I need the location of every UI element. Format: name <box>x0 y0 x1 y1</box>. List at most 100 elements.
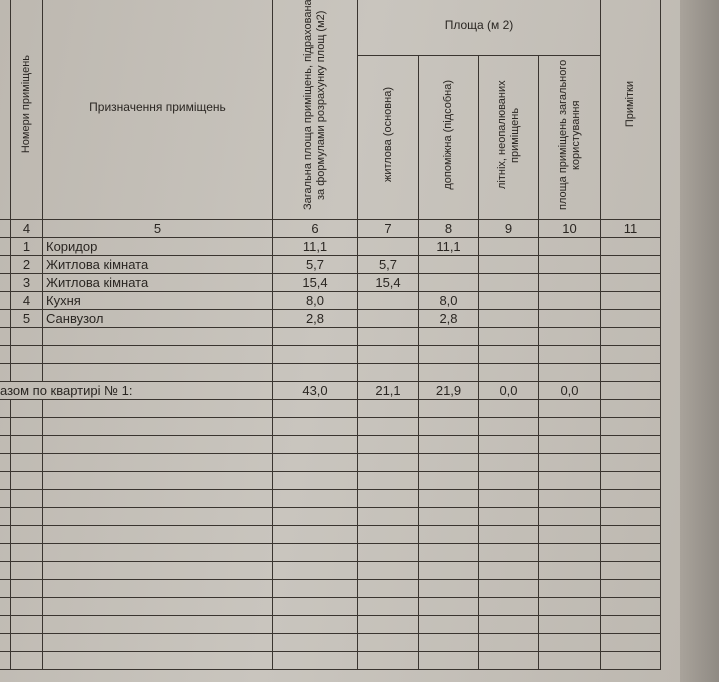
room-purpose: Кухня <box>42 291 273 310</box>
table-cell <box>600 453 661 472</box>
table-cell <box>600 345 661 364</box>
column-number: 10 <box>538 219 601 238</box>
table-cell <box>0 399 11 418</box>
table-cell <box>0 255 11 274</box>
table-cell <box>42 651 273 670</box>
table-cell <box>42 597 273 616</box>
table-cell <box>357 435 419 454</box>
table-cell <box>538 237 601 256</box>
table-cell <box>0 615 11 634</box>
living-area <box>357 237 419 256</box>
table-cell <box>357 543 419 562</box>
table-cell <box>42 579 273 598</box>
table-cell <box>42 489 273 508</box>
table-cell <box>357 489 419 508</box>
table-cell <box>418 399 479 418</box>
table-cell <box>0 309 11 328</box>
empty-row <box>0 561 661 580</box>
table-cell <box>478 561 539 580</box>
table-cell <box>10 399 43 418</box>
header-summer: літніх, неопалюваних приміщень <box>478 55 539 220</box>
table-cell <box>0 435 11 454</box>
table-cell <box>10 435 43 454</box>
empty-row <box>0 327 661 346</box>
table-cell <box>478 453 539 472</box>
totals-auxiliary: 21,9 <box>418 381 479 400</box>
table-cell <box>357 633 419 652</box>
table-cell <box>272 327 358 346</box>
column-number: 4 <box>10 219 43 238</box>
table-cell <box>478 237 539 256</box>
table-cell <box>600 435 661 454</box>
empty-row <box>0 507 661 526</box>
table-cell <box>538 327 601 346</box>
table-cell <box>272 525 358 544</box>
empty-row <box>0 453 661 472</box>
table-cell <box>272 489 358 508</box>
table-row: 5 Санвузол 2,8 2,8 <box>0 309 661 328</box>
table-row: 1 Коридор 11,1 11,1 <box>0 237 661 256</box>
table-cell <box>478 525 539 544</box>
room-number: 5 <box>10 309 43 328</box>
table-cell <box>42 417 273 436</box>
table-cell <box>42 615 273 634</box>
table-cell <box>10 543 43 562</box>
table-cell <box>0 507 11 526</box>
table-cell <box>600 363 661 382</box>
table-cell <box>600 309 661 328</box>
header-row: Номери приміщень Призначення приміщень З… <box>0 0 661 220</box>
table-cell <box>10 615 43 634</box>
table-cell <box>10 633 43 652</box>
table-cell <box>418 471 479 490</box>
table-cell <box>600 471 661 490</box>
table-cell <box>357 471 419 490</box>
table-cell <box>0 291 11 310</box>
table-cell <box>478 615 539 634</box>
table-cell <box>478 579 539 598</box>
table-cell <box>10 489 43 508</box>
table-cell <box>478 507 539 526</box>
living-area: 5,7 <box>357 255 419 274</box>
table-cell <box>478 435 539 454</box>
table-cell <box>272 579 358 598</box>
table-cell <box>418 615 479 634</box>
column-number: 7 <box>357 219 419 238</box>
table-cell <box>357 651 419 670</box>
table-cell <box>538 363 601 382</box>
table-cell <box>272 561 358 580</box>
table-cell <box>357 507 419 526</box>
table-row: 2 Житлова кімната 5,7 5,7 <box>0 255 661 274</box>
auxiliary-area: 2,8 <box>418 309 479 328</box>
totals-label: азом по квартирі № 1: <box>0 381 273 400</box>
table-cell <box>418 543 479 562</box>
table-cell <box>600 597 661 616</box>
table-cell <box>10 471 43 490</box>
table-cell <box>42 633 273 652</box>
table-cell <box>478 255 539 274</box>
table-cell <box>538 309 601 328</box>
room-number: 3 <box>10 273 43 292</box>
table-cell <box>478 345 539 364</box>
table-cell <box>0 543 11 562</box>
table-cell <box>600 633 661 652</box>
table-cell <box>600 615 661 634</box>
totals-common: 0,0 <box>538 381 601 400</box>
column-number: 5 <box>42 219 273 238</box>
table-cell <box>600 399 661 418</box>
table-cell <box>538 489 601 508</box>
table-cell <box>538 435 601 454</box>
table-cell <box>600 237 661 256</box>
table-cell <box>42 399 273 418</box>
table-cell <box>478 309 539 328</box>
empty-row <box>0 435 661 454</box>
table-cell <box>10 597 43 616</box>
table-cell <box>10 363 43 382</box>
table-cell <box>272 345 358 364</box>
table-cell <box>272 453 358 472</box>
table-cell <box>42 453 273 472</box>
table-cell <box>0 237 11 256</box>
table-cell <box>478 633 539 652</box>
empty-row <box>0 615 661 634</box>
table-cell <box>600 291 661 310</box>
header-living: житлова (основна) <box>357 55 419 220</box>
